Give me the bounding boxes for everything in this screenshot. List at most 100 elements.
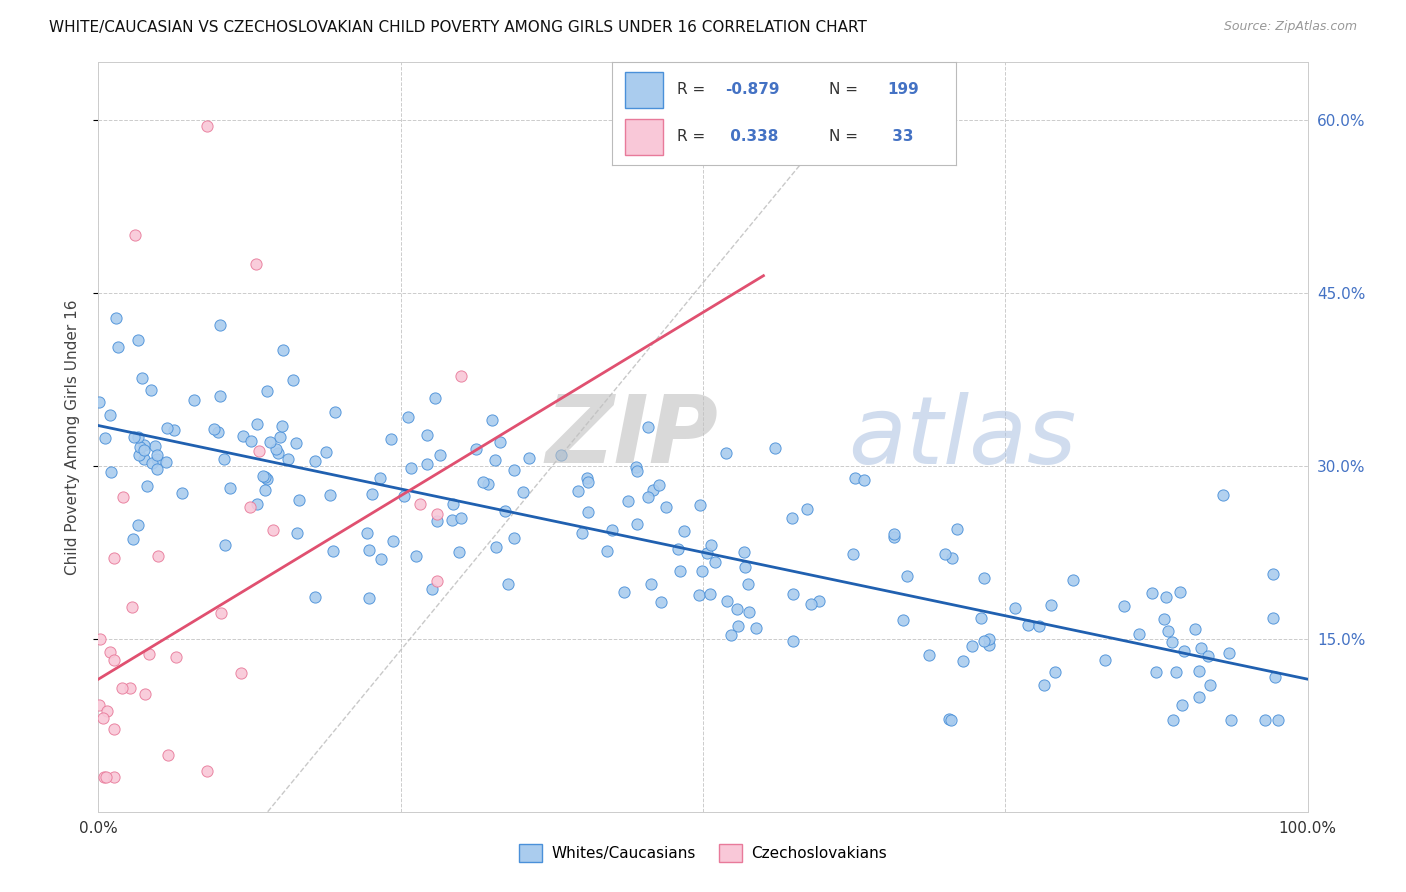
Point (111, 491, 134, 505)
Point (1153, 612, 1175, 626)
Point (356, 526, 378, 541)
Point (647, 478, 669, 492)
Point (489, 435, 512, 450)
Point (416, 458, 439, 472)
Point (425, 391, 447, 405)
Point (502, 532, 524, 546)
Point (1062, 573, 1084, 587)
Point (1094, 653, 1116, 667)
Point (733, 545, 755, 559)
Point (1040, 598, 1063, 612)
Point (163, 423, 186, 437)
Text: R =: R = (678, 129, 710, 145)
Point (844, 471, 866, 485)
Point (737, 577, 759, 591)
Point (1261, 611, 1284, 625)
Point (699, 587, 721, 601)
Point (477, 477, 499, 491)
Point (127, 333, 149, 347)
Point (156, 421, 179, 435)
Point (745, 621, 768, 635)
Point (450, 511, 472, 525)
Point (128, 448, 150, 462)
Point (952, 654, 974, 668)
Point (283, 373, 305, 387)
Point (666, 542, 689, 557)
Point (934, 548, 956, 562)
Point (1140, 586, 1163, 600)
Point (138, 647, 160, 661)
Point (105, 310, 128, 325)
Point (471, 475, 494, 489)
Point (207, 425, 229, 439)
Point (1128, 627, 1150, 641)
Point (124, 228, 146, 243)
Point (107, 340, 129, 354)
Point (98, 408, 121, 422)
Point (576, 475, 599, 489)
Point (640, 577, 662, 591)
Bar (626, 119, 664, 155)
Point (517, 450, 540, 465)
Point (782, 587, 804, 601)
Point (132, 438, 155, 452)
Point (155, 455, 177, 469)
Text: WHITE/CAUCASIAN VS CZECHOSLOVAKIAN CHILD POVERTY AMONG GIRLS UNDER 16 CORRELATIO: WHITE/CAUCASIAN VS CZECHOSLOVAKIAN CHILD… (49, 20, 868, 35)
Point (134, 442, 156, 457)
Point (571, 525, 593, 540)
Point (780, 511, 803, 525)
Point (380, 432, 402, 446)
Point (512, 484, 534, 499)
Point (195, 119, 218, 133)
Point (494, 504, 516, 518)
Point (94, 770, 117, 784)
Point (1261, 567, 1284, 582)
Point (208, 389, 231, 403)
Point (170, 486, 193, 500)
Point (1017, 617, 1039, 632)
Point (668, 564, 690, 578)
Point (692, 564, 714, 578)
Point (1004, 601, 1026, 615)
Point (939, 713, 962, 727)
Point (575, 471, 598, 485)
Point (103, 770, 125, 784)
Point (246, 417, 269, 432)
Point (1033, 678, 1056, 692)
Point (720, 627, 742, 641)
Point (1218, 646, 1240, 660)
Point (128, 440, 150, 454)
Point (111, 681, 134, 695)
Point (370, 551, 392, 566)
Point (673, 524, 696, 538)
Point (277, 451, 299, 466)
Point (782, 634, 804, 648)
Point (716, 446, 738, 460)
Text: 0.338: 0.338 (725, 129, 779, 145)
Point (396, 410, 419, 425)
Point (969, 611, 991, 625)
Point (409, 497, 432, 511)
Point (763, 441, 786, 455)
Point (94, 431, 117, 445)
Bar (626, 71, 664, 108)
Point (496, 577, 519, 591)
Point (132, 452, 155, 467)
Point (429, 448, 451, 462)
Point (100, 466, 122, 480)
Point (447, 544, 470, 558)
Point (103, 653, 125, 667)
Point (1164, 665, 1187, 679)
Point (246, 498, 269, 512)
Point (145, 451, 167, 466)
Point (93, 770, 115, 784)
Point (131, 370, 153, 384)
Point (689, 498, 711, 512)
Point (637, 419, 659, 434)
Point (381, 534, 404, 549)
Point (637, 491, 659, 505)
Point (360, 487, 382, 501)
Point (883, 530, 905, 544)
Point (643, 483, 665, 498)
Point (256, 384, 278, 398)
